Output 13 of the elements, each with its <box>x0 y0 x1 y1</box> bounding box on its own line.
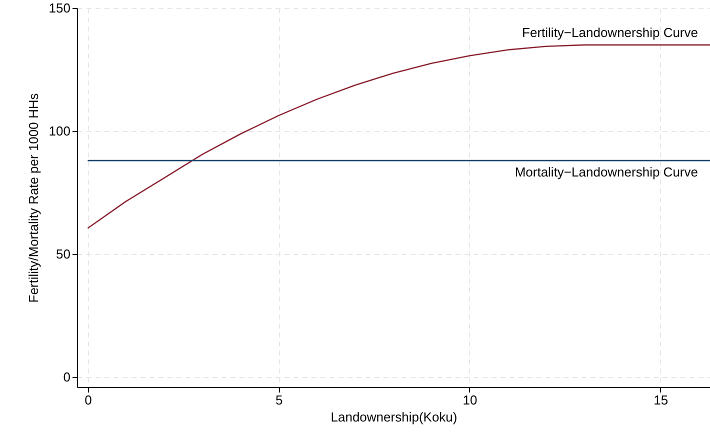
series-label: Mortality−Landownership Curve <box>514 164 698 180</box>
x-tick-label: 0 <box>84 392 92 408</box>
y-tick-label: 150 <box>48 0 70 16</box>
x-tick-label: 15 <box>654 392 668 408</box>
x-tick-label: 10 <box>462 392 478 408</box>
line-series <box>87 44 710 229</box>
y-tick-label: 0 <box>63 370 70 385</box>
x-axis-title: Landownership(Koku) <box>330 410 458 424</box>
series-label: Fertility−Landownership Curve <box>522 24 698 40</box>
y-tick-label: 50 <box>56 246 70 262</box>
x-tick-label: 5 <box>275 392 283 408</box>
y-axis-title: Fertility/Mortality Rate per 1000 HHs <box>26 92 41 303</box>
y-tick-label: 100 <box>48 124 70 139</box>
